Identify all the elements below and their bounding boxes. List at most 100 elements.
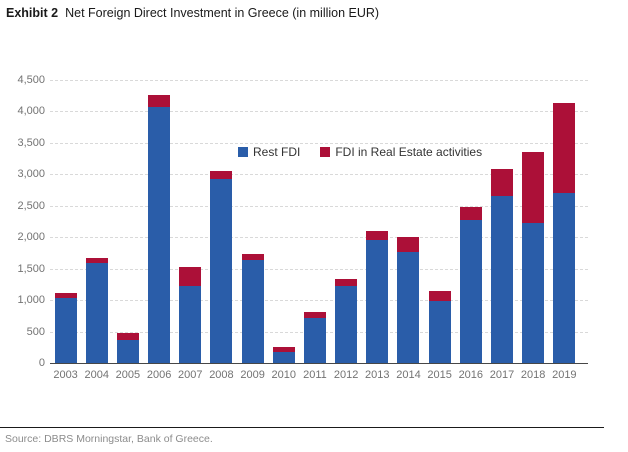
x-tick-label-2019: 2019: [552, 369, 577, 381]
bar-2018: [522, 152, 545, 363]
x-tick-label-2003: 2003: [53, 369, 78, 381]
bar-2014: [397, 236, 420, 363]
gridline-1500: [50, 268, 588, 270]
gridline-4500: [50, 80, 588, 81]
bar-2015-rest-fdi-segment: [428, 301, 451, 363]
bar-2005-rest-fdi-segment: [116, 339, 139, 363]
bar-2014-real-estate-segment: [397, 236, 420, 252]
bar-2012: [335, 278, 358, 363]
gridline-3500: [50, 142, 588, 144]
y-tick-label: 1,000: [17, 294, 45, 307]
legend: Rest FDI FDI in Real Estate activities: [238, 145, 482, 159]
y-tick-label: 1,500: [17, 262, 45, 275]
x-tick-label-2018: 2018: [520, 369, 546, 381]
y-tick-label: 0: [38, 357, 45, 369]
y-tick-label: 2,000: [17, 231, 45, 244]
chart-title-text: Net Foreign Direct Investment in Greece …: [65, 6, 380, 20]
bar-2015-real-estate-segment: [428, 291, 451, 302]
bar-2008-real-estate-segment: [210, 170, 233, 179]
y-tick-label: 500: [26, 325, 45, 338]
x-tick-label-2006: 2006: [146, 369, 172, 381]
x-tick-label-2015: 2015: [427, 369, 452, 381]
bar-series: [50, 80, 580, 363]
bar-2007-rest-fdi-segment: [179, 285, 202, 363]
bar-2006-real-estate-segment: [148, 95, 171, 108]
legend-label-rest-fdi: Rest FDI: [253, 145, 301, 159]
bar-2010-real-estate-segment: [272, 346, 295, 352]
bar-2009-real-estate-segment: [241, 253, 264, 260]
y-tick-label: 4,000: [17, 105, 45, 118]
bar-2008: [210, 170, 233, 363]
bar-2009-rest-fdi-segment: [241, 259, 264, 363]
bar-2017-rest-fdi-segment: [490, 196, 513, 363]
x-tick-label-2005: 2005: [115, 369, 141, 381]
bar-2011-rest-fdi-segment: [303, 317, 326, 363]
bar-2017: [490, 169, 513, 363]
y-tick-label: 4,500: [17, 74, 45, 86]
legend-item-rest-fdi: Rest FDI: [238, 145, 300, 159]
bar-2004: [85, 258, 108, 363]
bar-2013-real-estate-segment: [366, 230, 389, 241]
x-tick-label-2009: 2009: [240, 369, 265, 381]
x-tick-label-2010: 2010: [271, 369, 297, 381]
bar-2003-rest-fdi-segment: [54, 297, 77, 363]
bar-2019-real-estate-segment: [553, 102, 576, 194]
bar-2019-rest-fdi-segment: [553, 193, 576, 363]
bar-2009: [241, 253, 264, 363]
bar-2016-real-estate-segment: [459, 207, 482, 221]
x-tick-label-2008: 2008: [209, 369, 234, 381]
y-tick-label: 3,500: [17, 136, 45, 149]
y-axis: 0 500 1,000 1,500 2,000 2,500 3,000 3,500 4,000 4…: [0, 74, 45, 369]
exhibit-label: Exhibit 2: [6, 6, 59, 20]
bar-2019: [553, 102, 576, 363]
x-tick-label-2017: 2017: [489, 369, 515, 381]
bar-2010: [272, 346, 295, 363]
bar-2010-rest-fdi-segment: [272, 351, 295, 363]
bar-2012-rest-fdi-segment: [335, 285, 358, 363]
gridline-2500: [50, 205, 588, 207]
gridline-2000: [50, 237, 588, 239]
x-axis-line: [50, 362, 588, 364]
legend-swatch-real-estate: [320, 147, 331, 157]
bar-2008-rest-fdi-segment: [210, 178, 233, 363]
x-tick-label-2014: 2014: [396, 369, 421, 381]
bar-2003-real-estate-segment: [54, 293, 77, 298]
bar-2003: [54, 293, 77, 363]
legend-item-real-estate: FDI in Real Estate activities: [320, 145, 482, 159]
bar-2005: [116, 332, 139, 363]
bar-2006-rest-fdi-segment: [148, 107, 171, 363]
bar-2004-real-estate-segment: [85, 258, 108, 264]
x-tick-label-2007: 2007: [178, 369, 203, 381]
x-tick-label-2016: 2016: [458, 369, 484, 381]
x-tick-label-2012: 2012: [333, 369, 359, 381]
bar-2015: [428, 291, 451, 363]
bar-2005-real-estate-segment: [116, 332, 139, 340]
bar-2006: [148, 95, 171, 363]
bar-2007-real-estate-segment: [179, 266, 202, 286]
bar-2016-rest-fdi-segment: [459, 220, 482, 363]
y-tick-label: 3,000: [17, 168, 45, 181]
legend-swatch-rest-fdi: [238, 147, 248, 157]
bar-2016: [459, 207, 482, 363]
bar-2007: [179, 266, 202, 363]
bar-2011-real-estate-segment: [303, 311, 326, 318]
bar-2017-real-estate-segment: [490, 169, 513, 197]
x-tick-label-2011: 2011: [303, 369, 327, 381]
x-axis-labels: 2003 2004 2005 2006 2007 2008 2009 2010 2011 2012…: [50, 369, 580, 381]
gridline-3000: [50, 174, 588, 176]
gridline-4000: [50, 111, 588, 113]
bar-2011: [303, 311, 326, 363]
source-note: Source: DBRS Morningstar, Bank of Greece…: [5, 433, 213, 445]
bar-2018-rest-fdi-segment: [522, 222, 545, 363]
x-tick-label-2004: 2004: [84, 369, 109, 381]
bar-2004-rest-fdi-segment: [85, 263, 108, 363]
bar-2013-rest-fdi-segment: [366, 240, 389, 363]
chart-title: Exhibit 2 Net Foreign Direct Investment i…: [6, 6, 379, 20]
bar-2014-rest-fdi-segment: [397, 251, 420, 363]
bar-2012-real-estate-segment: [335, 278, 358, 286]
legend-label-real-estate: FDI in Real Estate activities: [335, 145, 483, 159]
bar-2013: [366, 230, 389, 363]
x-tick-label-2013: 2013: [365, 369, 390, 381]
footer-divider: [0, 427, 604, 429]
